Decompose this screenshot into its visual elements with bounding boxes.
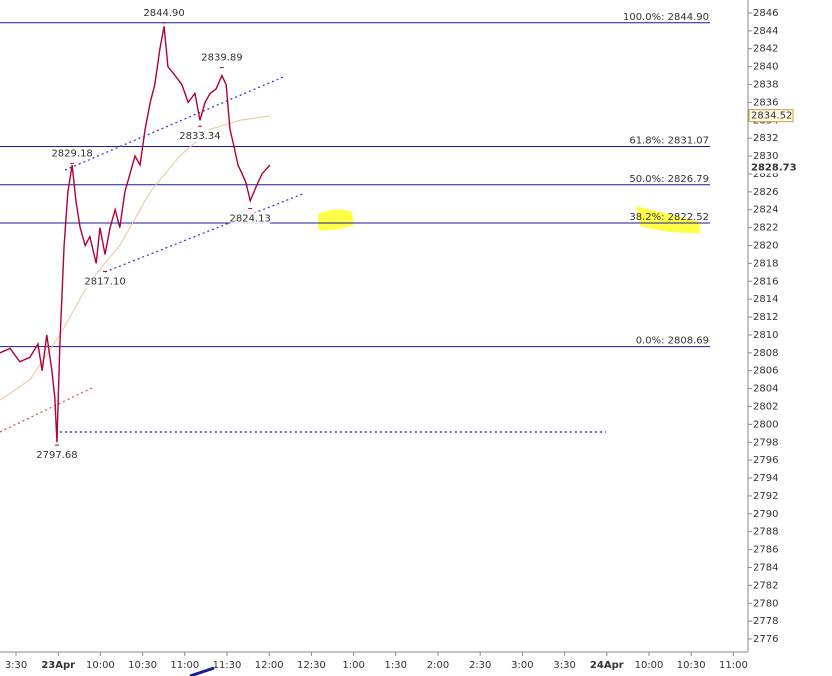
- x-tick-label: 12:00: [255, 660, 284, 671]
- x-tick-label: 10:00: [86, 660, 115, 671]
- y-tick-label: 2796: [753, 455, 778, 466]
- y-tick-label: 2824: [753, 205, 778, 216]
- y-tick-label: 2840: [753, 62, 778, 73]
- price-tag-box: [748, 109, 794, 123]
- y-tick-label: 2814: [753, 294, 778, 305]
- y-tick-label: 2832: [753, 133, 778, 144]
- y-tick-label: 2794: [753, 473, 778, 484]
- annotation: 2817.10: [84, 276, 125, 287]
- annotation: 2833.34: [179, 131, 220, 142]
- y-tick-label: 2820: [753, 241, 778, 252]
- y-tick-label: 2798: [753, 437, 778, 448]
- x-tick-label: 11:00: [719, 660, 748, 671]
- y-tick-label: 2818: [753, 258, 778, 269]
- fib-level-label: 38.2%: 2822.52: [629, 212, 709, 223]
- y-tick-label: 2778: [753, 616, 778, 627]
- y-tick-label: 2788: [753, 527, 778, 538]
- y-tick-label: 2826: [753, 187, 778, 198]
- y-tick-label: 2838: [753, 80, 778, 91]
- price-tag: 2834.52: [751, 111, 792, 122]
- x-tick-label: 3:30: [5, 660, 27, 671]
- y-tick-label: 2776: [753, 634, 778, 645]
- series-line: [0, 26, 271, 443]
- annotation: 2829.18: [51, 148, 92, 159]
- y-tick-label: 2804: [753, 384, 778, 395]
- y-tick-label: 2846: [753, 8, 778, 19]
- annotation: 2824.13: [230, 214, 271, 225]
- x-tick-label: 1:00: [342, 660, 364, 671]
- trend-line: [104, 192, 306, 273]
- x-tick-label: 1:30: [385, 660, 407, 671]
- x-tick-label: 24Apr: [590, 660, 624, 671]
- y-tick-label: 2786: [753, 545, 778, 556]
- y-tick-label: 2842: [753, 44, 778, 55]
- annotation-box: [230, 212, 271, 225]
- annotation: 2839.89: [201, 53, 242, 64]
- y-tick-label: 2822: [753, 223, 778, 234]
- x-tick-label: 2:30: [469, 660, 491, 671]
- x-tick-label: 3:30: [553, 660, 575, 671]
- y-tick-label: 2780: [753, 598, 778, 609]
- x-tick-label: 23Apr: [41, 660, 75, 671]
- x-tick-label: 10:30: [128, 660, 157, 671]
- fib-level-label: 0.0%: 2808.69: [636, 336, 709, 347]
- annotation: 2797.68: [36, 450, 77, 461]
- annotation-box: [36, 449, 77, 462]
- y-tick-label: 2830: [753, 151, 778, 162]
- scroll-indicator: [189, 666, 215, 676]
- trend-line: [0, 387, 93, 433]
- y-tick-label: 2816: [753, 276, 778, 287]
- x-tick-label: 12:30: [297, 660, 326, 671]
- fib-level-label: 100.0%: 2844.90: [623, 12, 709, 23]
- series-line: [0, 115, 271, 401]
- price-tag: 2828.73: [751, 162, 797, 173]
- annotation-box: [85, 275, 126, 288]
- y-tick-label: 2802: [753, 401, 778, 412]
- x-tick-label: 11:30: [213, 660, 242, 671]
- y-tick-label: 2782: [753, 580, 778, 591]
- x-tick-label: 10:30: [677, 660, 706, 671]
- fib-level-label: 61.8%: 2831.07: [629, 135, 709, 146]
- highlight: [636, 206, 700, 234]
- x-tick-label: 11:00: [170, 660, 199, 671]
- y-tick-label: 2828: [753, 169, 778, 180]
- y-tick-label: 2790: [753, 509, 778, 520]
- annotation: 2844.90: [143, 8, 184, 19]
- y-tick-label: 2806: [753, 366, 778, 377]
- y-tick-label: 2792: [753, 491, 778, 502]
- y-tick-label: 2800: [753, 419, 778, 430]
- annotation-box: [179, 130, 220, 143]
- x-tick-label: 3:00: [511, 660, 533, 671]
- y-tick-label: 2808: [753, 348, 778, 359]
- annotation-box: [201, 51, 242, 64]
- y-tick-label: 2844: [753, 26, 778, 37]
- price-tag-box: [749, 161, 793, 174]
- y-tick-label: 2810: [753, 330, 778, 341]
- fib-level-label: 50.0%: 2826.79: [629, 174, 709, 185]
- y-tick-label: 2784: [753, 562, 778, 573]
- highlight: [318, 209, 354, 231]
- x-tick-label: 10:00: [635, 660, 664, 671]
- annotation-box: [52, 147, 93, 160]
- annotation-box: [144, 6, 185, 19]
- y-tick-label: 2812: [753, 312, 778, 323]
- y-tick-label: 2836: [753, 97, 778, 108]
- x-tick-label: 2:00: [427, 660, 449, 671]
